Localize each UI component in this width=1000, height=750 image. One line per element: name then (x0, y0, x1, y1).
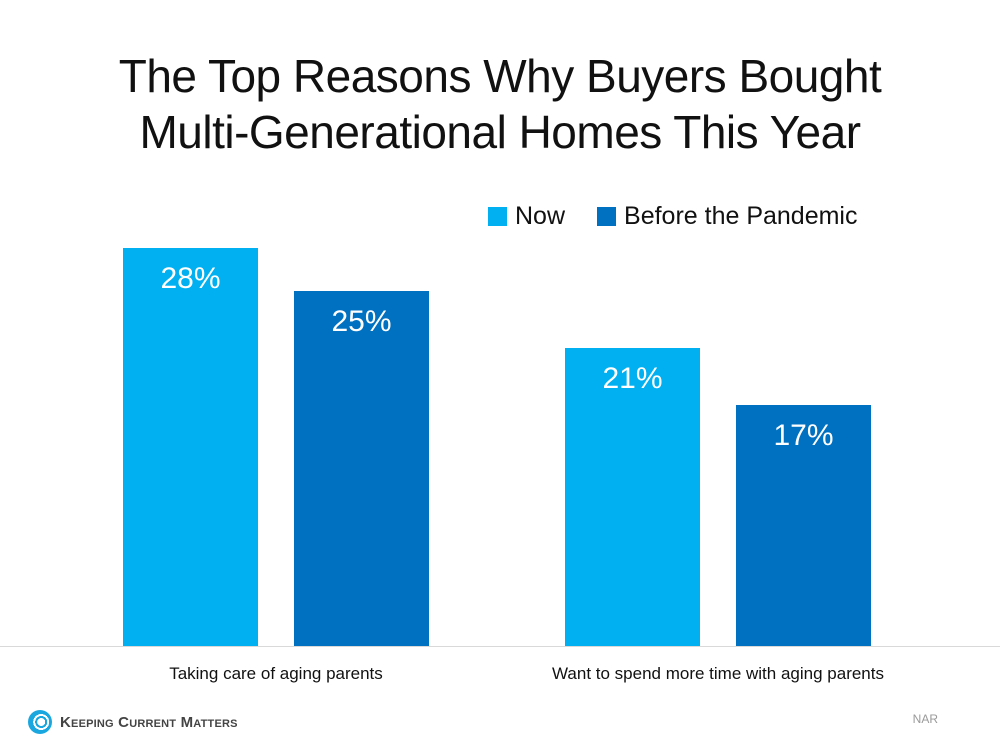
x-axis-baseline (0, 646, 1000, 647)
bar-value-label: 17% (773, 419, 834, 452)
swirl-logo-icon (28, 710, 52, 734)
legend: Now Before the Pandemic (488, 202, 890, 231)
title-line-1: The Top Reasons Why Buyers Bought (118, 50, 882, 102)
legend-swatch-now-icon (488, 207, 507, 226)
title-line-2: Multi-Generational Homes This Year (139, 106, 861, 158)
legend-label-now: Now (515, 202, 566, 230)
logo-text: Keeping Current Matters (60, 713, 238, 731)
legend-item-before: Before the Pandemic (597, 202, 858, 231)
category-label-more-time: Want to spend more time with aging paren… (552, 664, 884, 683)
kcm-logo: Keeping Current Matters (28, 710, 238, 734)
bar-more-time-before: 17% (736, 405, 871, 646)
legend-item-now: Now (488, 202, 565, 231)
bar-aging-parents-now: 28% (123, 248, 258, 646)
bar-value-label: 25% (331, 305, 392, 338)
legend-label-before: Before the Pandemic (624, 202, 858, 230)
chart-title: The Top Reasons Why Buyers Bought Multi-… (0, 48, 1000, 160)
legend-swatch-before-icon (597, 207, 617, 226)
bar-value-label: 21% (602, 362, 663, 395)
category-label-aging-parents: Taking care of aging parents (169, 664, 383, 683)
bar-aging-parents-before: 25% (294, 291, 429, 646)
source-label: NAR (912, 712, 938, 726)
bar-more-time-now: 21% (565, 348, 700, 646)
bar-value-label: 28% (160, 262, 221, 295)
